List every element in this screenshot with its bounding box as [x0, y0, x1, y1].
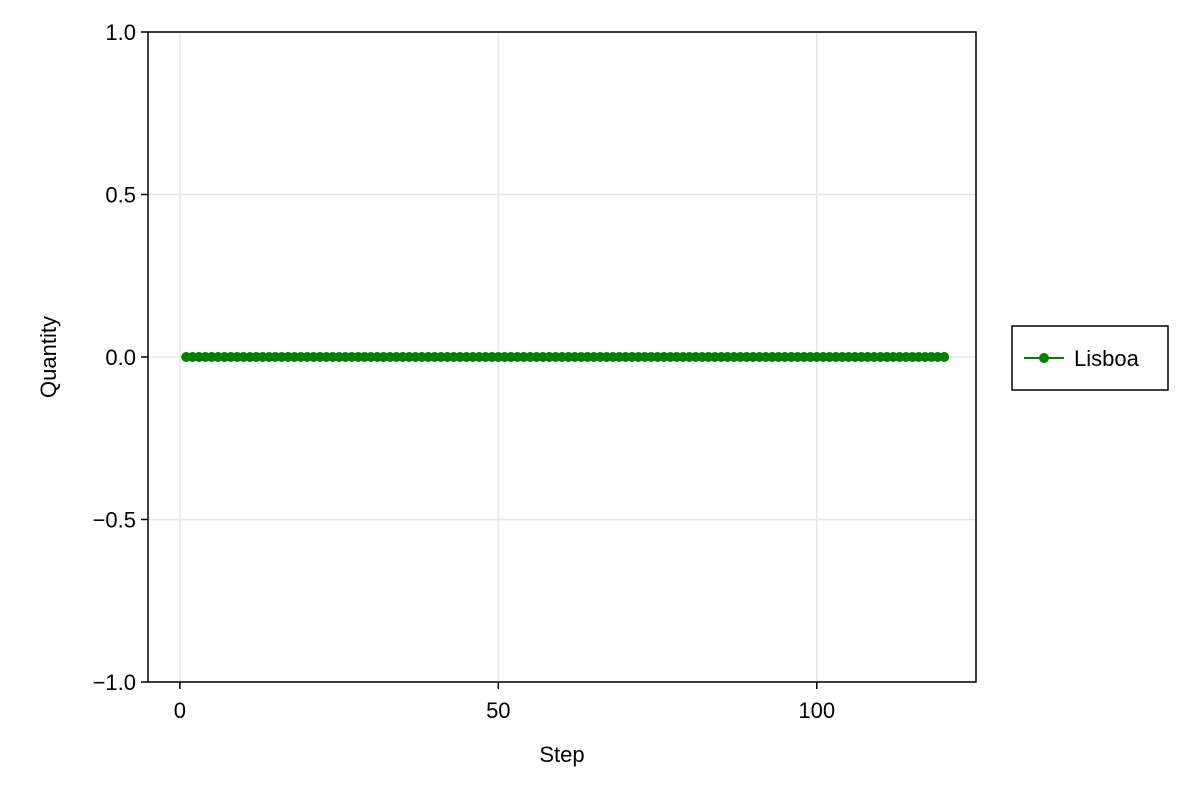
x-tick-label: 0	[174, 698, 186, 723]
y-tick-label: −0.5	[93, 508, 136, 533]
y-tick-label: 1.0	[105, 20, 136, 45]
x-axis-title: Step	[539, 742, 584, 767]
y-tick-label: 0.0	[105, 345, 136, 370]
y-tick-label: −1.0	[93, 670, 136, 695]
x-tick-label: 50	[486, 698, 510, 723]
y-axis-title: Quantity	[36, 316, 61, 398]
legend-label: Lisboa	[1074, 346, 1140, 371]
tick-layer: 0 50 100 −1.0 −0.5 0.0 0.5 1.0	[93, 20, 836, 723]
series-layer	[181, 352, 950, 362]
legend: Lisboa	[1011, 325, 1169, 391]
y-tick-label: 0.5	[105, 183, 136, 208]
data-point	[939, 352, 950, 362]
legend-swatch-marker	[1039, 353, 1049, 363]
x-tick-label: 100	[798, 698, 835, 723]
